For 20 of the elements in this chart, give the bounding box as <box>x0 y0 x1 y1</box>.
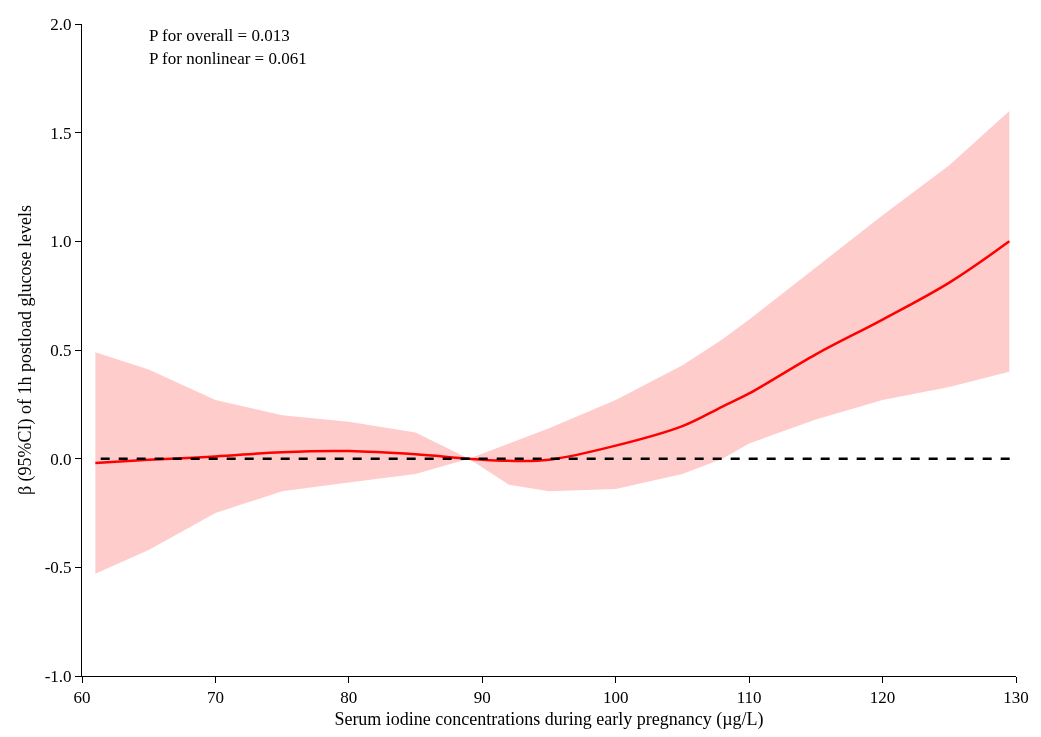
y-tick-label: 1.0 <box>50 232 72 252</box>
x-tick-label: 80 <box>340 688 358 708</box>
x-tick-label: 60 <box>73 688 91 708</box>
x-tick-label: 120 <box>869 688 896 708</box>
x-tick-label: 70 <box>206 688 224 708</box>
x-tick-label: 130 <box>1003 688 1029 708</box>
line-series <box>94 240 1011 465</box>
x-tick-label: 100 <box>602 688 629 708</box>
y-axis-title: β (95%CI) of 1h postload glucose levels <box>14 204 36 496</box>
x-tick-label: 90 <box>473 688 491 708</box>
annotation: P for overall = 0.013 <box>149 26 290 45</box>
y-tick-label: 1.5 <box>50 123 72 143</box>
y-tick-label: 0.5 <box>50 340 72 360</box>
y-tick-label: 2.0 <box>50 14 72 34</box>
y-tick-label: 0.0 <box>50 449 72 469</box>
annotation: P for nonlinear = 0.061 <box>149 49 307 68</box>
x-tick-label: 110 <box>736 688 762 708</box>
y-tick-label: -1.0 <box>44 666 72 686</box>
y-tick-label: -0.5 <box>44 558 72 578</box>
x-axis-title: Serum iodine concentrations during early pregnancy (µg/L) <box>334 708 764 730</box>
